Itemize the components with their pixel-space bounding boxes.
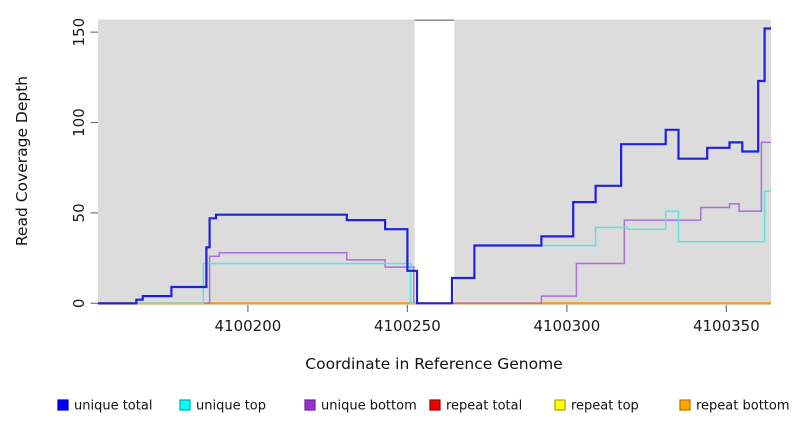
legend-item-repeat-total: repeat total <box>429 399 522 414</box>
series-line-unique-bottom <box>98 141 771 305</box>
legend-label-unique-total: unique total <box>74 399 152 414</box>
legend-swatch-unique-total <box>57 399 69 411</box>
y-axis-title: Read Coverage Depth <box>13 76 31 246</box>
legend-item-repeat-bottom: repeat bottom <box>679 399 790 414</box>
legend-label-unique-top: unique top <box>196 399 266 414</box>
y-tick-label: 50 <box>70 203 88 222</box>
legend-item-unique-top: unique top <box>179 399 266 414</box>
y-tick-label: 0 <box>70 299 88 309</box>
x-tick-label: 4100250 <box>374 317 441 335</box>
series-lines <box>98 27 771 305</box>
legend-item-repeat-top: repeat top <box>554 399 639 414</box>
y-tick-label: 150 <box>70 18 88 47</box>
legend-label-repeat-total: repeat total <box>446 399 522 414</box>
x-tick-label: 4100350 <box>693 317 760 335</box>
no-data-gap <box>414 19 455 305</box>
legend-swatch-repeat-total <box>429 399 441 411</box>
legend-swatch-repeat-top <box>554 399 566 411</box>
legend-item-unique-bottom: unique bottom <box>304 399 417 414</box>
legend-label-repeat-bottom: repeat bottom <box>696 399 790 414</box>
legend: unique total unique top unique bottom re… <box>57 399 790 414</box>
legend-swatch-repeat-bottom <box>679 399 691 411</box>
legend-item-unique-total: unique total <box>57 399 152 414</box>
x-tick-label: 4100300 <box>533 317 600 335</box>
legend-swatch-unique-top <box>179 399 191 411</box>
legend-swatch-unique-bottom <box>304 399 316 411</box>
y-tick-label: 100 <box>70 108 88 137</box>
legend-label-repeat-top: repeat top <box>571 399 639 414</box>
series-line-unique-total <box>98 27 771 305</box>
axis-ticks: 0 50 100 150 4100200 4100250 4100300 4100350 <box>70 18 760 335</box>
legend-label-unique-bottom: unique bottom <box>321 399 417 414</box>
gap-mask <box>414 19 455 305</box>
x-tick-label: 4100200 <box>215 317 282 335</box>
x-axis-title: Coordinate in Reference Genome <box>305 355 562 373</box>
